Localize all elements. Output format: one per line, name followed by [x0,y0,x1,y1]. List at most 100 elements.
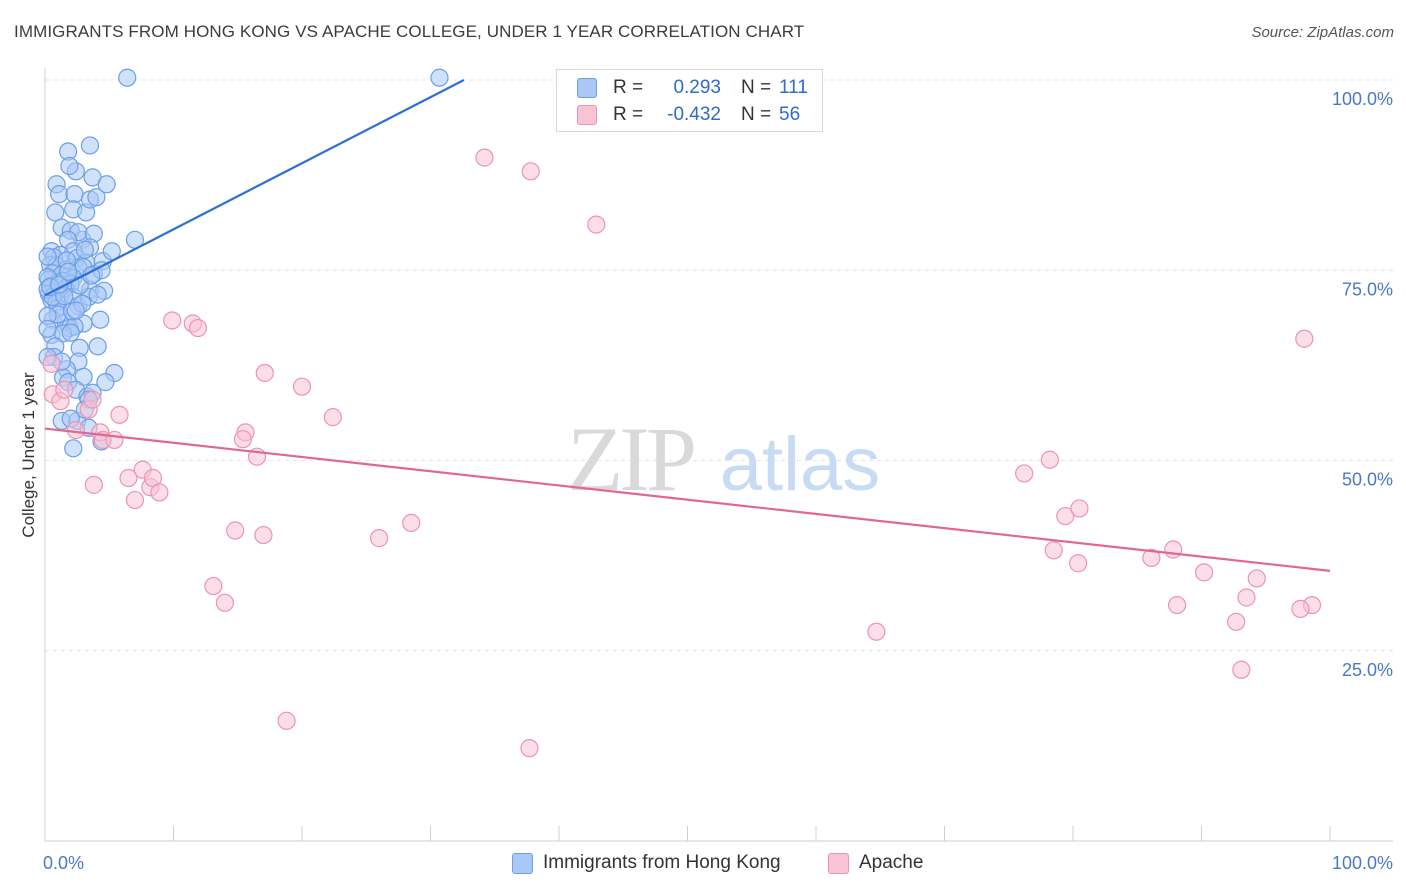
trendlines [44,79,1331,572]
data-point-hong-kong [80,136,100,155]
data-point-apache [83,390,102,409]
data-point-hong-kong [61,323,80,342]
legend-item-apache: Apache [828,852,923,874]
data-point-apache [42,354,61,373]
data-point-hong-kong [66,301,85,320]
x-tick-label: 0.0% [43,853,84,873]
legend-swatch-pink [577,104,597,125]
data-point-apache [55,380,74,399]
legend-label-apache: Apache [859,852,924,873]
legend-row-apache: R = -0.432 N = 56 [577,101,800,128]
data-point-apache [188,318,208,338]
data-point-apache [1194,563,1214,582]
data-point-apache [150,483,169,502]
legend-r-label: R = [613,103,644,125]
source-label: Source: ZipAtlas.com [1251,24,1394,41]
data-point-hong-kong [88,285,107,304]
data-point-hong-kong [50,185,69,204]
data-point-apache [1040,450,1059,469]
x-tick-label: 100.0% [1332,853,1393,873]
legend-item-hong-kong: Immigrants from Hong Kong [512,852,781,874]
y-tick-label: 100.0% [1332,89,1393,109]
legend-n-value: 56 [779,103,801,125]
data-point-hong-kong [430,68,449,87]
legend-swatch-blue [577,77,597,98]
data-point-apache [66,420,85,440]
data-point-apache [292,377,312,396]
data-point-apache [1056,506,1075,526]
data-point-apache [1232,660,1251,679]
data-point-apache [520,739,539,758]
chart-title: IMMIGRANTS FROM HONG KONG VS APACHE COLL… [14,22,805,41]
y-tick-label: 25.0% [1342,660,1393,680]
data-point-apache [475,148,494,167]
trendline-hong-kong [44,79,465,297]
data-point-apache [255,363,274,383]
data-point-hong-kong [87,188,106,207]
data-point-apache [84,475,103,494]
data-point-apache [110,405,129,424]
data-point-hong-kong [88,337,107,356]
data-point-apache [1044,541,1063,560]
correlation-legend: R = 0.293 N = 111 R = -0.432 N = 56 [556,69,823,132]
data-point-apache [323,408,342,427]
axes [44,68,1393,842]
data-point-apache [119,468,138,488]
data-point-hong-kong [64,439,83,458]
data-point-apache [1070,499,1089,518]
data-point-apache [521,162,540,181]
bottom-legend: Immigrants from Hong Kong Apache [0,852,1406,876]
data-point-apache [867,622,886,641]
watermark: ZIP atlas [567,408,880,510]
data-point-apache [1247,569,1266,588]
data-point-hong-kong [65,185,84,204]
legend-r-label: R = [613,76,644,98]
data-point-hong-kong [102,242,121,261]
data-point-apache [125,490,145,510]
data-point-apache [587,215,606,234]
data-point-hong-kong [59,262,78,281]
data-point-apache [204,576,223,596]
data-point-apache [1142,548,1161,568]
legend-label-hong-kong: Immigrants from Hong Kong [543,852,781,873]
data-point-apache [226,521,245,540]
trendline-apache [44,427,1331,572]
y-tick-label: 75.0% [1342,279,1393,299]
data-point-apache [370,529,389,548]
data-point-hong-kong [91,310,110,329]
data-point-hong-kong [46,203,65,222]
legend-row-hong-kong: R = 0.293 N = 111 [577,74,808,101]
data-point-hong-kong [38,319,57,338]
data-point-hong-kong [75,240,94,259]
legend-r-value: 0.293 [673,76,721,98]
legend-r-value: -0.432 [667,103,721,125]
legend-n-label: N = [741,103,772,125]
data-point-apache [215,593,234,612]
data-point-apache [105,430,124,450]
y-tick-label: 50.0% [1342,470,1393,490]
legend-n-label: N = [741,76,772,98]
data-point-apache [254,525,273,545]
legend-swatch-pink [828,852,849,874]
y-axis-label: College, Under 1 year [19,372,38,538]
data-point-apache [277,711,296,730]
data-point-apache [1015,464,1034,483]
data-point-apache [1237,588,1256,607]
grid-lines [45,79,1393,652]
legend-n-value: 111 [779,76,808,98]
data-point-apache [1291,599,1310,618]
tick-labels: 25.0% 50.0% 75.0% 100.0% 0.0% 100.0% [43,89,1393,873]
watermark-atlas: atlas [720,422,881,507]
data-point-apache [233,430,252,449]
data-point-apache [163,311,182,330]
watermark-zip: ZIP [567,408,694,510]
data-point-hong-kong [97,175,116,194]
data-point-hong-kong [38,247,57,266]
data-point-apache [1295,329,1314,348]
legend-swatch-blue [512,852,533,874]
data-point-hong-kong [60,156,79,176]
data-point-hong-kong [96,373,115,392]
data-point-apache [402,513,421,533]
data-point-apache [1227,612,1246,631]
